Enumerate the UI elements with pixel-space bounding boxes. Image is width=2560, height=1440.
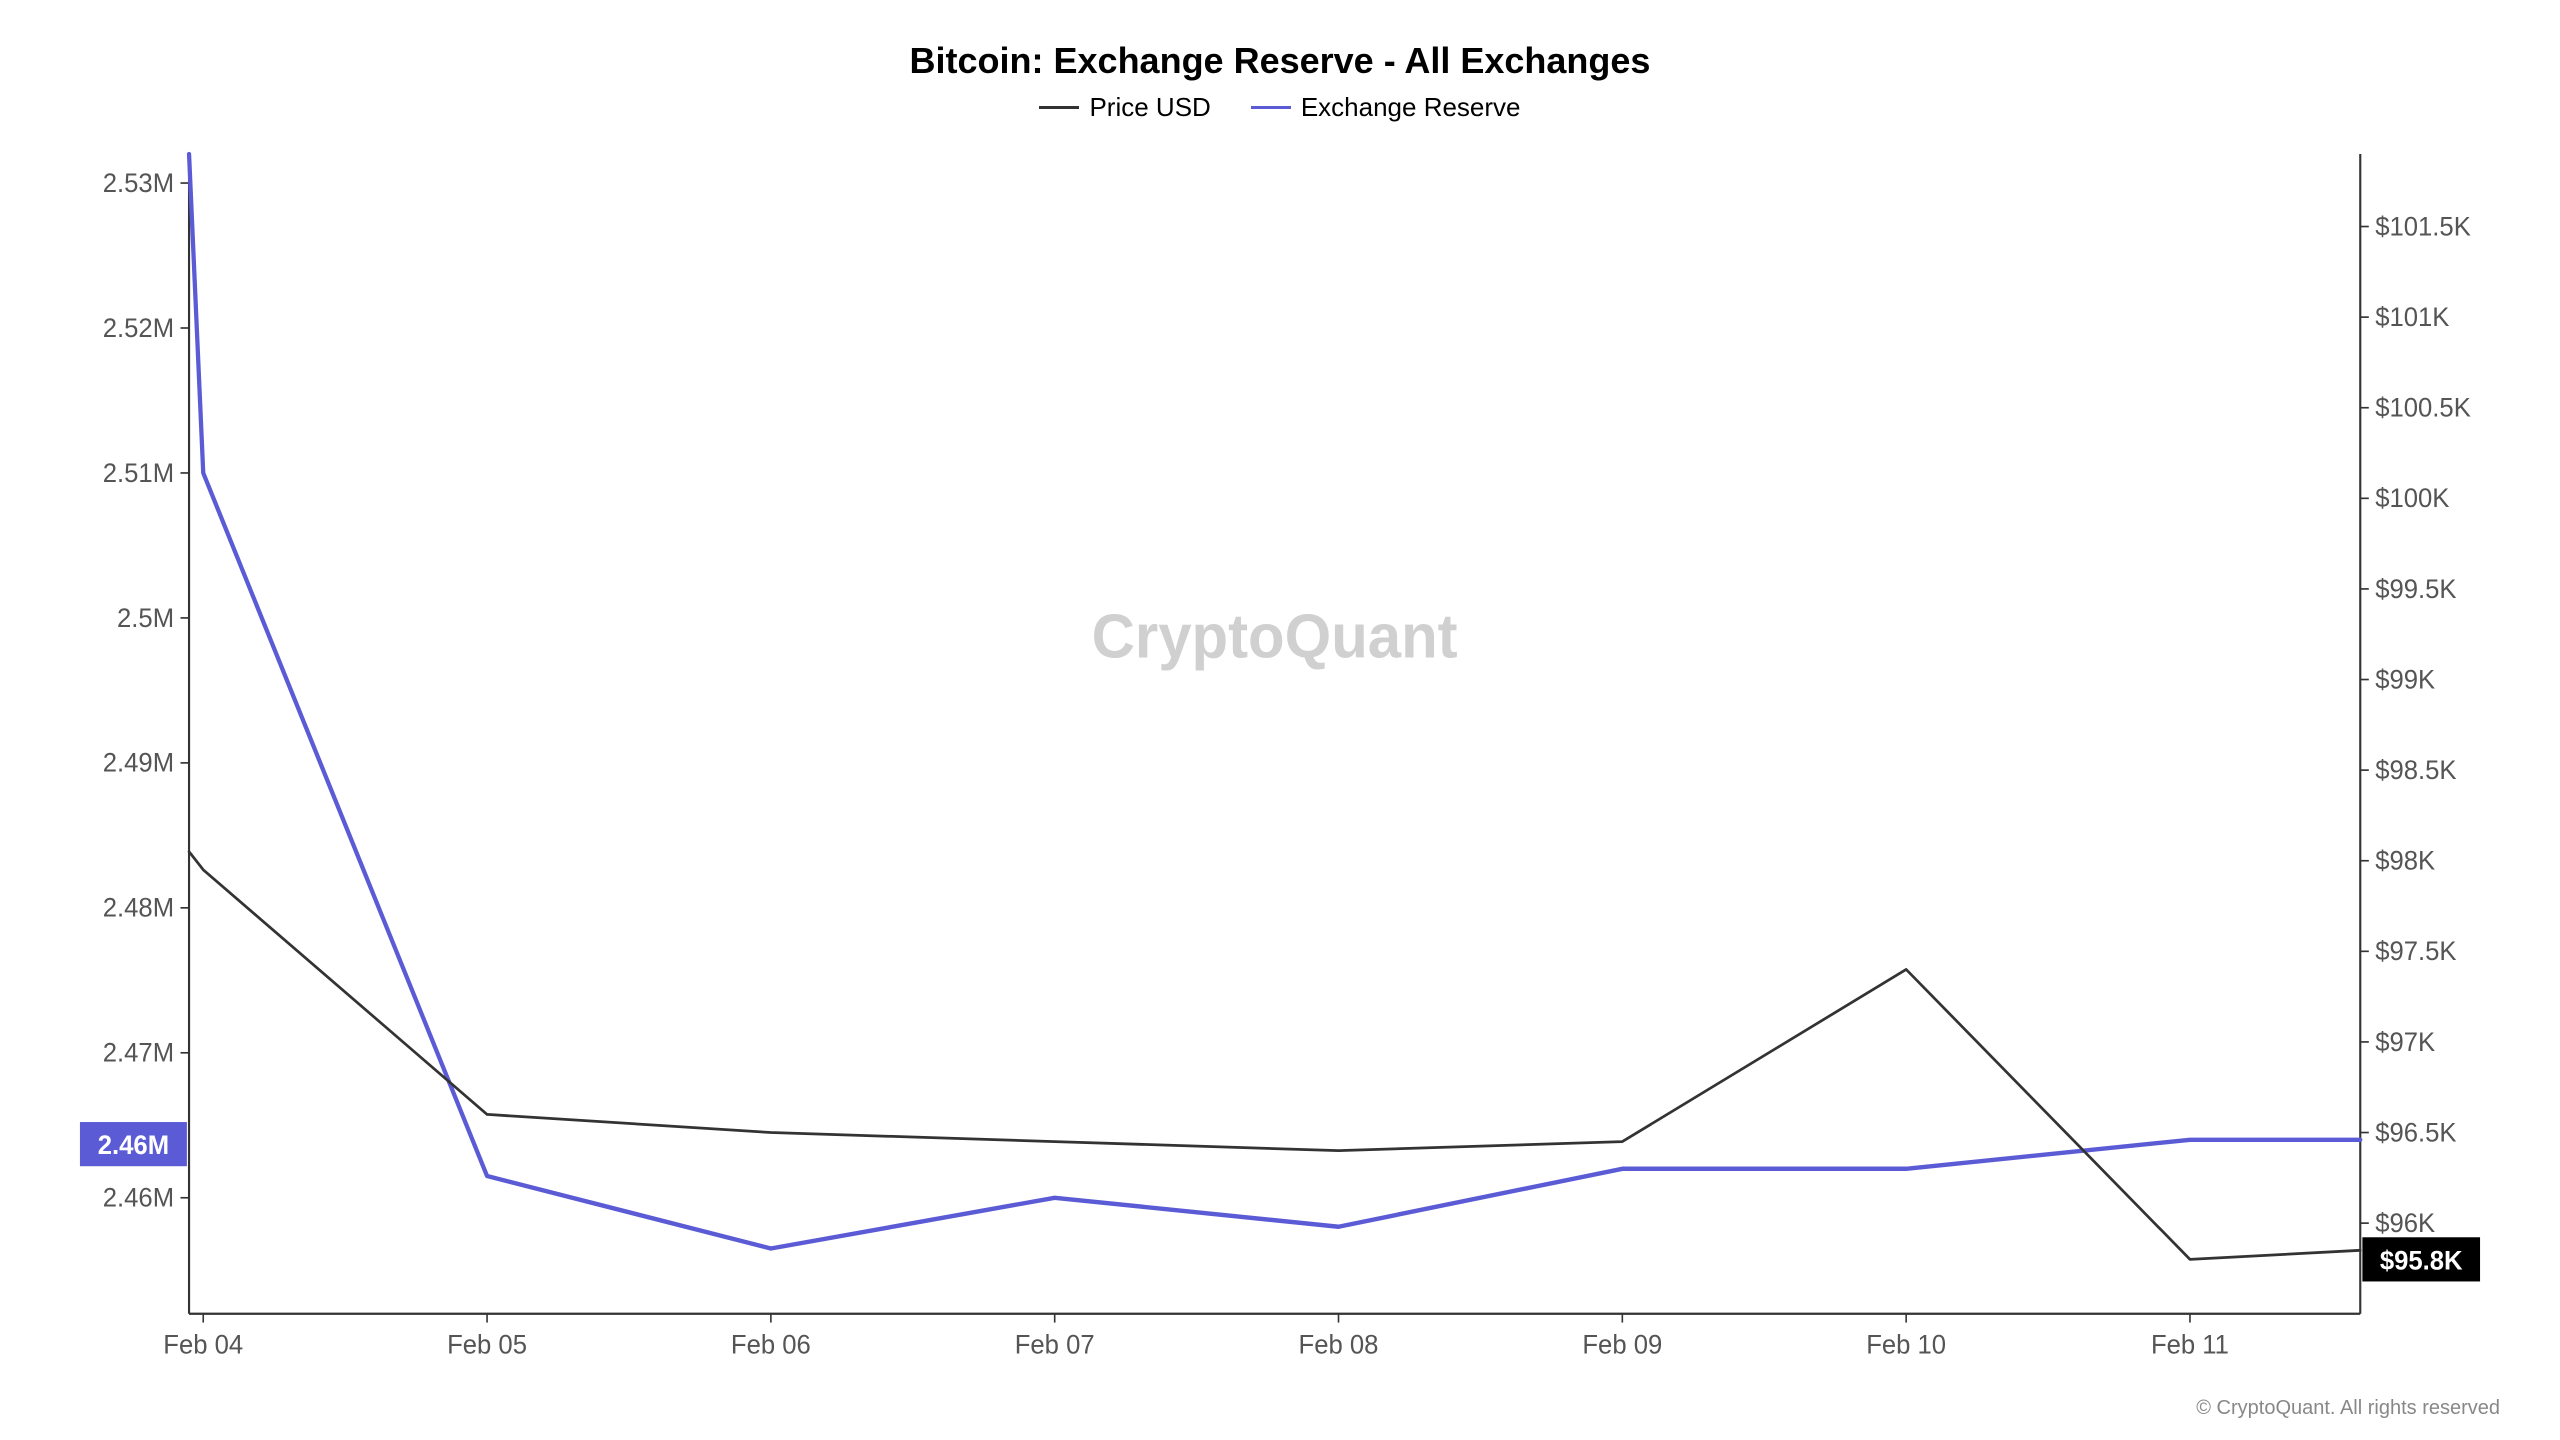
svg-text:$97.5K: $97.5K bbox=[2375, 936, 2457, 966]
chart-container: Bitcoin: Exchange Reserve - All Exchange… bbox=[0, 0, 2560, 1440]
svg-text:$98K: $98K bbox=[2375, 845, 2436, 875]
legend-label-reserve: Exchange Reserve bbox=[1301, 92, 1521, 123]
svg-text:Feb 06: Feb 06 bbox=[731, 1329, 811, 1359]
svg-text:2.53M: 2.53M bbox=[103, 167, 174, 197]
copyright-text: © CryptoQuant. All rights reserved bbox=[2196, 1397, 2500, 1420]
svg-text:Feb 08: Feb 08 bbox=[1299, 1329, 1379, 1359]
svg-text:2.46M: 2.46M bbox=[98, 1130, 169, 1160]
svg-text:$100K: $100K bbox=[2375, 483, 2450, 513]
legend-swatch-reserve bbox=[1251, 106, 1291, 109]
svg-text:2.51M: 2.51M bbox=[103, 457, 174, 487]
legend-item-price: Price USD bbox=[1039, 92, 1210, 123]
svg-text:Feb 11: Feb 11 bbox=[2151, 1329, 2229, 1359]
svg-text:$96.5K: $96.5K bbox=[2375, 1117, 2457, 1147]
chart-plot-area: CryptoQuant 2.46M 2.47M 2.48M 2.49M 2.5M 2.51M… bbox=[50, 143, 2510, 1380]
svg-text:2.48M: 2.48M bbox=[103, 892, 174, 922]
chart-legend: Price USD Exchange Reserve bbox=[50, 92, 2510, 123]
svg-text:$95.8K: $95.8K bbox=[2380, 1245, 2463, 1275]
svg-text:2.52M: 2.52M bbox=[103, 312, 174, 342]
legend-label-price: Price USD bbox=[1089, 92, 1210, 123]
svg-text:2.5M: 2.5M bbox=[117, 602, 174, 632]
svg-text:CryptoQuant: CryptoQuant bbox=[1092, 602, 1458, 671]
legend-item-reserve: Exchange Reserve bbox=[1251, 92, 1521, 123]
svg-text:$101K: $101K bbox=[2375, 302, 2450, 332]
svg-text:$99K: $99K bbox=[2375, 664, 2436, 694]
svg-text:$98.5K: $98.5K bbox=[2375, 755, 2457, 785]
svg-text:2.47M: 2.47M bbox=[103, 1037, 174, 1067]
svg-text:Feb 05: Feb 05 bbox=[447, 1329, 527, 1359]
svg-text:$99.5K: $99.5K bbox=[2375, 573, 2457, 603]
svg-text:2.49M: 2.49M bbox=[103, 747, 174, 777]
svg-text:Feb 09: Feb 09 bbox=[1582, 1329, 1662, 1359]
legend-swatch-price bbox=[1039, 106, 1079, 109]
svg-text:$97K: $97K bbox=[2375, 1026, 2436, 1056]
svg-text:Feb 04: Feb 04 bbox=[163, 1329, 243, 1359]
svg-text:2.46M: 2.46M bbox=[103, 1182, 174, 1212]
svg-text:$101.5K: $101.5K bbox=[2375, 211, 2471, 241]
svg-text:Feb 10: Feb 10 bbox=[1866, 1329, 1946, 1359]
svg-text:Feb 07: Feb 07 bbox=[1015, 1329, 1095, 1359]
chart-title: Bitcoin: Exchange Reserve - All Exchange… bbox=[50, 40, 2510, 82]
chart-svg: CryptoQuant 2.46M 2.47M 2.48M 2.49M 2.5M 2.51M… bbox=[50, 143, 2510, 1380]
svg-text:$96K: $96K bbox=[2375, 1208, 2436, 1238]
svg-text:$100.5K: $100.5K bbox=[2375, 392, 2471, 422]
